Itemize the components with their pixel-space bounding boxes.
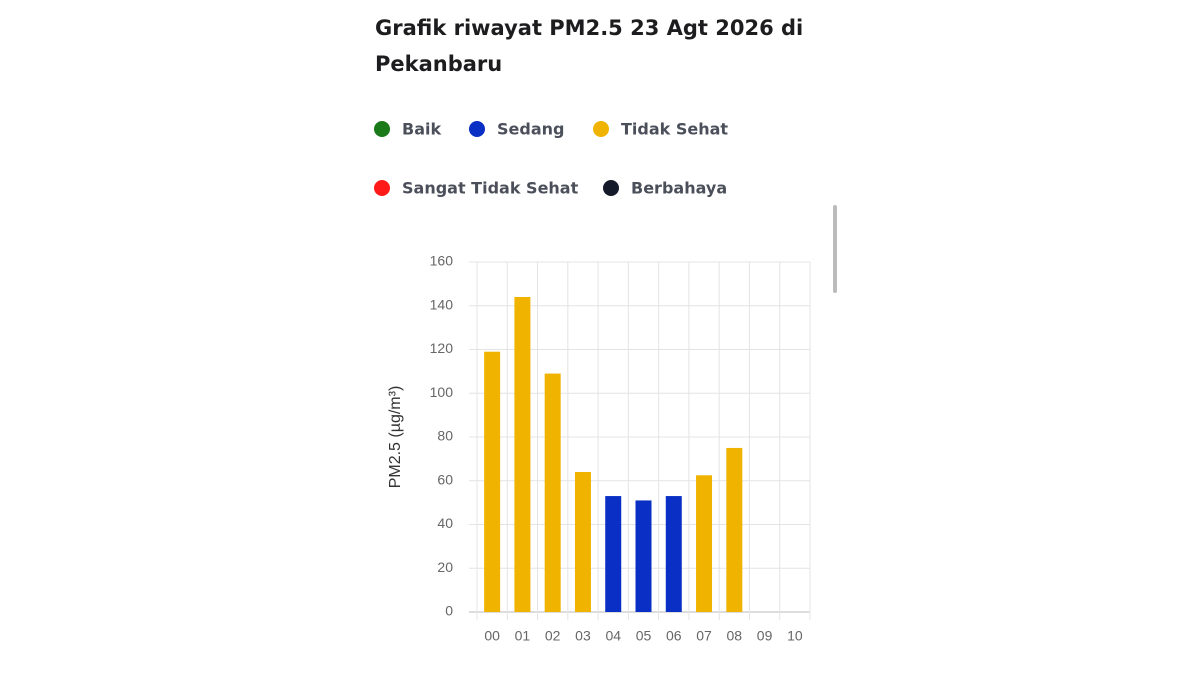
scrollbar: [833, 205, 837, 293]
y-tick-label: 160: [430, 253, 454, 269]
legend-marker: [593, 121, 609, 137]
x-tick-label: 07: [696, 628, 712, 644]
y-tick-label: 80: [437, 428, 453, 444]
x-tick-label: 01: [515, 628, 531, 644]
legend-label: Berbahaya: [631, 179, 727, 198]
y-axis-label: PM2.5 (µg/m³): [387, 386, 404, 489]
y-tick-label: 100: [430, 384, 454, 400]
bar: [484, 351, 501, 612]
y-tick-label: 0: [445, 603, 453, 619]
bar: [696, 475, 713, 612]
bar: [665, 496, 682, 612]
legend-label: Baik: [402, 120, 441, 139]
x-tick-label: 00: [484, 628, 500, 644]
bar: [605, 496, 622, 612]
legend-label: Sedang: [497, 120, 564, 139]
legend-marker: [603, 180, 619, 196]
x-tick-label: 02: [545, 628, 561, 644]
legend-marker: [469, 121, 485, 137]
y-tick-label: 40: [437, 515, 453, 531]
legend-label: Sangat Tidak Sehat: [402, 179, 579, 198]
y-tick-label: 140: [430, 296, 454, 312]
x-tick-label: 09: [757, 628, 773, 644]
x-tick-label: 04: [605, 628, 621, 644]
x-tick-label: 05: [636, 628, 652, 644]
x-tick-label: 08: [727, 628, 743, 644]
x-tick-label: 10: [787, 628, 803, 644]
legend-marker: [374, 180, 390, 196]
bar: [726, 447, 743, 612]
bar: [574, 472, 591, 612]
legend-label: Tidak Sehat: [621, 120, 728, 139]
y-tick-label: 20: [437, 559, 453, 575]
x-tick-label: 06: [666, 628, 682, 644]
x-tick-label: 03: [575, 628, 591, 644]
bar: [544, 373, 561, 612]
legend-marker: [374, 121, 390, 137]
y-tick-label: 120: [430, 340, 454, 356]
bar: [514, 297, 531, 612]
bar: [635, 500, 652, 612]
y-tick-label: 60: [437, 471, 453, 487]
chart-title: Grafik riwayat PM2.5 23 Agt 2026 di Peka…: [375, 16, 804, 76]
